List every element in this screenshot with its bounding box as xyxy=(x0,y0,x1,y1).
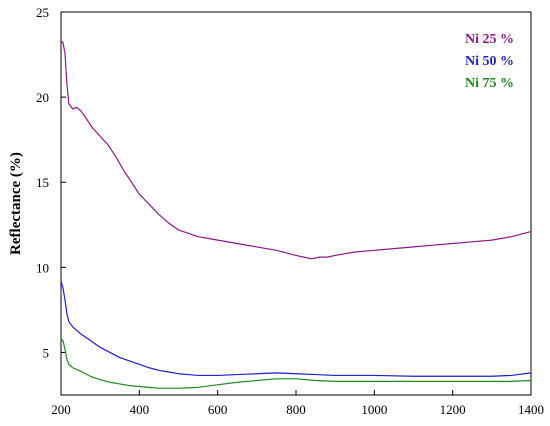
y-tick-label: 20 xyxy=(36,90,49,105)
y-tick-label: 5 xyxy=(43,345,50,360)
legend-entry-3: Ni 75 % xyxy=(465,76,514,91)
series-line-2 xyxy=(60,280,532,377)
x-tick-label: 1400 xyxy=(518,402,544,417)
series-line-1 xyxy=(60,40,532,260)
x-tick-label: 400 xyxy=(130,402,150,417)
y-tick-label: 15 xyxy=(36,175,49,190)
x-tick-label: 800 xyxy=(286,402,306,417)
x-tick-label: 1000 xyxy=(361,402,387,417)
series-line-3 xyxy=(60,338,532,389)
legend-entry-1: Ni 25 % xyxy=(465,32,514,47)
x-tick-label: 1200 xyxy=(440,402,466,417)
x-tick-label: 200 xyxy=(51,402,71,417)
y-axis-title: Reflectance (%) xyxy=(8,152,24,255)
y-tick-label: 25 xyxy=(36,5,49,20)
plot-frame xyxy=(60,11,532,396)
legend-entry-2: Ni 50 % xyxy=(465,54,514,69)
y-tick-label: 10 xyxy=(36,260,49,275)
x-tick-label: 600 xyxy=(208,402,228,417)
plot-area: 200 400 600 800 1000 1200 1400 5 10 15 20 25 Ni 25 %… xyxy=(36,5,544,417)
